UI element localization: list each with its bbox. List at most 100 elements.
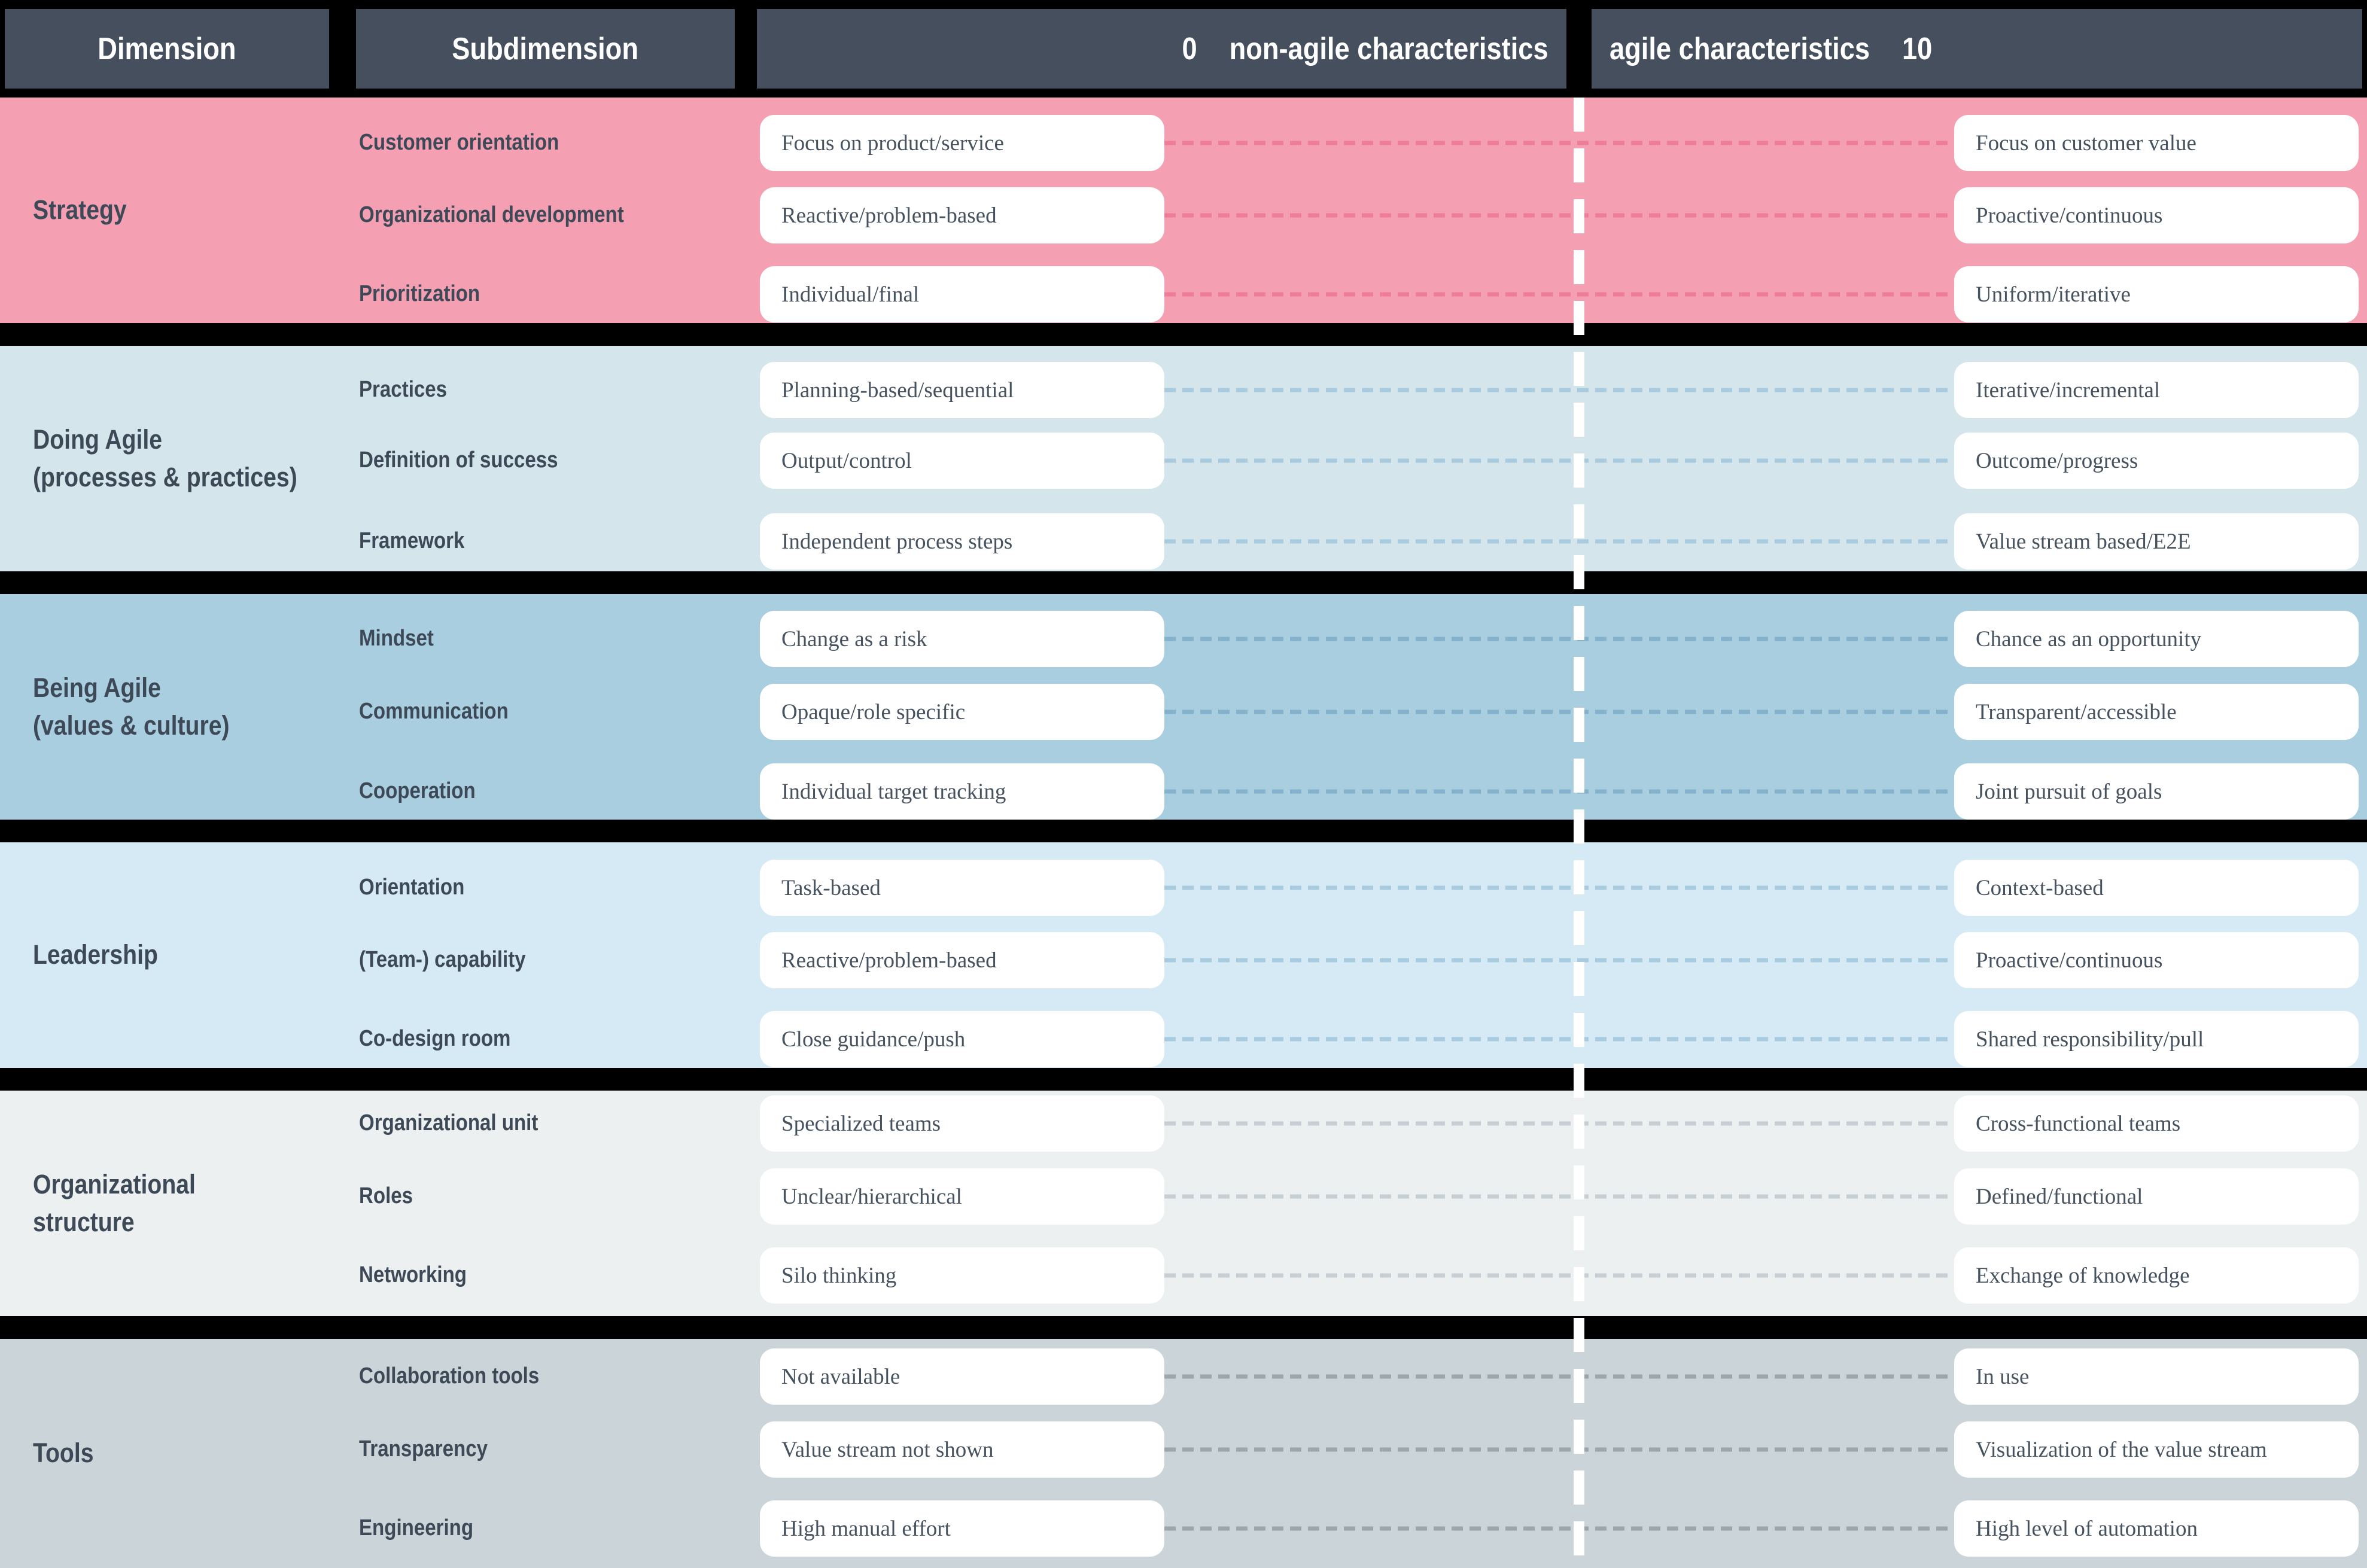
non-agile-characteristic-box: Individual target tracking [760, 763, 1164, 820]
agile-characteristic-box: Exchange of knowledge [1954, 1247, 2359, 1304]
non-agile-characteristic-box: Unclear/hierarchical [760, 1168, 1164, 1225]
agile-characteristic-box: Focus on customer value [1954, 115, 2359, 171]
subdimension-label: Practices [359, 377, 448, 403]
agile-characteristic-box: Visualization of the value stream [1954, 1421, 2359, 1478]
scale-connector-dashed-line [1164, 1037, 1954, 1042]
scale-connector-dashed-line [1164, 710, 1954, 714]
subdimension-label: Customer orientation [359, 130, 559, 156]
scale-connector-dashed-line [1164, 1194, 1954, 1199]
subdimension-row: Prioritization Individual/final Uniform/… [0, 266, 2367, 322]
header-dimension-label: Dimension [98, 31, 236, 66]
dimension-section: Strategy Customer orientation Focus on p… [0, 98, 2367, 323]
non-agile-characteristic-box: Individual/final [760, 266, 1164, 322]
subdimension-label: (Team-) capability [359, 947, 526, 973]
dimension-section: Being Agile (values & culture) Mindset C… [0, 594, 2367, 820]
scale-ten-label: 10 [1902, 31, 1933, 66]
scale-zero-label: 0 [1182, 31, 1198, 66]
subdimension-row: Cooperation Individual target tracking J… [0, 763, 2367, 820]
agile-characteristic-box: Transparent/accessible [1954, 684, 2359, 740]
scale-divider-dashed-line [1574, 98, 1584, 1568]
non-agile-characteristic-box: Focus on product/service [760, 115, 1164, 171]
subdimension-row: Networking Silo thinking Exchange of kno… [0, 1247, 2367, 1304]
agile-characteristic-box: Context-based [1954, 860, 2359, 916]
subdimension-row: Organizational unit Specialized teams Cr… [0, 1095, 2367, 1152]
subdimension-label: Organizational development [359, 202, 624, 228]
dimension-section: Doing Agile (processes & practices) Prac… [0, 346, 2367, 571]
header-non-agile: 0 non-agile characteristics [757, 9, 1566, 89]
agile-characteristic-box: Uniform/iterative [1954, 266, 2359, 322]
subdimension-row: Co-design room Close guidance/push Share… [0, 1011, 2367, 1067]
dimension-label: Tools [33, 1438, 94, 1469]
subdimension-label: Definition of success [359, 447, 558, 473]
non-agile-characteristic-box: Close guidance/push [760, 1011, 1164, 1067]
header-subdimension-label: Subdimension [452, 31, 639, 66]
scale-connector-dashed-line [1164, 1526, 1954, 1531]
scale-connector-dashed-line [1164, 388, 1954, 392]
non-agile-characteristic-box: Independent process steps [760, 513, 1164, 570]
subdimension-label: Engineering [359, 1515, 474, 1541]
agile-characteristic-box: High level of automation [1954, 1500, 2359, 1557]
subdimension-row: Practices Planning-based/sequential Iter… [0, 362, 2367, 418]
dimension-label: Organizational structure [33, 1169, 196, 1237]
scale-connector-dashed-line [1164, 637, 1954, 641]
subdimension-label: Communication [359, 699, 509, 724]
scale-connector-dashed-line [1164, 789, 1954, 794]
header-dimension: Dimension [5, 9, 329, 89]
header-non-agile-label: non-agile characteristics [1229, 31, 1548, 66]
agile-characteristic-box: Proactive/continuous [1954, 932, 2359, 988]
subdimension-label: Prioritization [359, 281, 480, 307]
agile-characteristic-box: Iterative/incremental [1954, 362, 2359, 418]
non-agile-characteristic-box: Reactive/problem-based [760, 932, 1164, 988]
agile-characteristic-box: Chance as an opportunity [1954, 611, 2359, 667]
subdimension-label: Co-design room [359, 1026, 511, 1052]
scale-connector-dashed-line [1164, 1447, 1954, 1452]
subdimension-label: Cooperation [359, 778, 476, 804]
subdimension-row: Customer orientation Focus on product/se… [0, 115, 2367, 171]
non-agile-characteristic-box: Not available [760, 1348, 1164, 1405]
subdimension-row: Organizational development Reactive/prob… [0, 187, 2367, 243]
header-agile-label: agile characteristics [1610, 31, 1870, 66]
agile-characteristic-box: Proactive/continuous [1954, 187, 2359, 243]
subdimension-row: Definition of success Output/control Out… [0, 433, 2367, 489]
scale-connector-dashed-line [1164, 292, 1954, 297]
dimension-label: Leadership [33, 939, 158, 970]
subdimension-label: Framework [359, 528, 465, 554]
subdimension-label: Roles [359, 1183, 413, 1209]
non-agile-characteristic-box: Planning-based/sequential [760, 362, 1164, 418]
non-agile-characteristic-box: High manual effort [760, 1500, 1164, 1557]
subdimension-row: Communication Opaque/role specific Trans… [0, 684, 2367, 740]
dimension-label: Being Agile (values & culture) [33, 672, 230, 741]
scale-connector-dashed-line [1164, 1374, 1954, 1379]
subdimension-label: Transparency [359, 1436, 488, 1462]
non-agile-characteristic-box: Output/control [760, 433, 1164, 489]
non-agile-characteristic-box: Value stream not shown [760, 1421, 1164, 1478]
header-subdimension: Subdimension [356, 9, 735, 89]
dimension-label: Doing Agile (processes & practices) [33, 424, 297, 492]
scale-connector-dashed-line [1164, 539, 1954, 544]
dimension-label: Strategy [33, 194, 127, 226]
subdimension-row: Transparency Value stream not shown Visu… [0, 1421, 2367, 1478]
scale-connector-dashed-line [1164, 458, 1954, 463]
subdimension-row: Roles Unclear/hierarchical Defined/funct… [0, 1168, 2367, 1225]
agile-characteristic-box: Cross-functional teams [1954, 1095, 2359, 1152]
dimension-section: Tools Collaboration tools Not available … [0, 1339, 2367, 1568]
subdimension-row: (Team-) capability Reactive/problem-base… [0, 932, 2367, 988]
dimension-section: Leadership Orientation Task-based Contex… [0, 842, 2367, 1068]
scale-connector-dashed-line [1164, 958, 1954, 963]
subdimension-row: Engineering High manual effort High leve… [0, 1500, 2367, 1557]
subdimension-label: Mindset [359, 626, 434, 651]
scale-connector-dashed-line [1164, 141, 1954, 145]
agile-characteristic-box: Joint pursuit of goals [1954, 763, 2359, 820]
subdimension-row: Collaboration tools Not available In use [0, 1348, 2367, 1405]
scale-connector-dashed-line [1164, 885, 1954, 890]
scale-connector-dashed-line [1164, 1121, 1954, 1126]
dimension-section: Organizational structure Organizational … [0, 1091, 2367, 1316]
subdimension-row: Mindset Change as a risk Chance as an op… [0, 611, 2367, 667]
subdimension-row: Orientation Task-based Context-based [0, 860, 2367, 916]
subdimension-label: Collaboration tools [359, 1363, 540, 1389]
non-agile-characteristic-box: Change as a risk [760, 611, 1164, 667]
non-agile-characteristic-box: Silo thinking [760, 1247, 1164, 1304]
subdimension-label: Organizational unit [359, 1110, 538, 1136]
non-agile-characteristic-box: Opaque/role specific [760, 684, 1164, 740]
